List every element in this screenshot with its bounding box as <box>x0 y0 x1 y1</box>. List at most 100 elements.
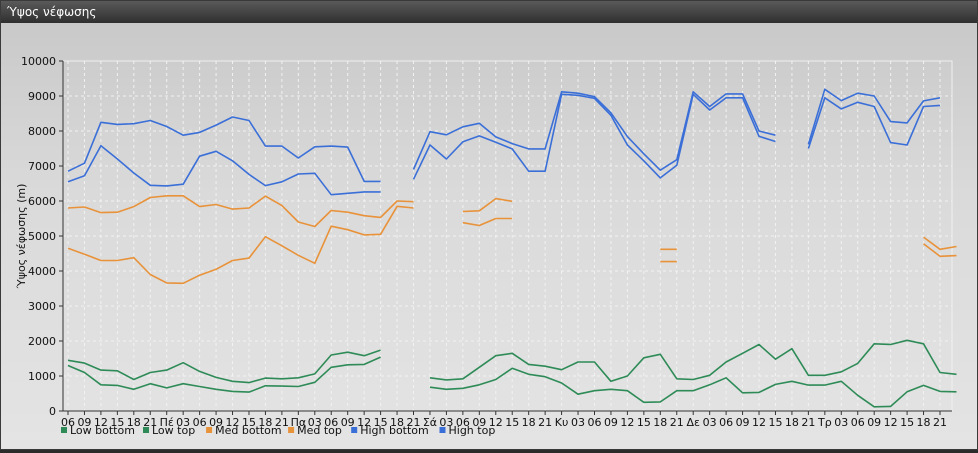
x-tick-label: 12 <box>226 416 240 429</box>
x-tick-label: Δε <box>686 416 700 429</box>
legend-swatch <box>143 427 149 433</box>
x-tick-label: 09 <box>604 416 618 429</box>
x-tick-label: 06 <box>851 416 865 429</box>
x-tick-label: 09 <box>736 416 750 429</box>
x-tick-label: 18 <box>653 416 667 429</box>
x-tick-label: Τρ <box>817 416 832 429</box>
x-tick-label: 15 <box>242 416 256 429</box>
x-tick-label: 12 <box>752 416 766 429</box>
y-tick-label: 10000 <box>21 55 56 68</box>
x-tick-label: 18 <box>917 416 931 429</box>
x-tick-label: 06 <box>587 416 601 429</box>
x-tick-label: 06 <box>456 416 470 429</box>
x-tick-label: 21 <box>143 416 157 429</box>
x-tick-label: 03 <box>703 416 717 429</box>
legend-swatch <box>439 427 446 433</box>
y-axis-label: Ύψος νέφωσης (m) <box>15 184 28 290</box>
legend-item-high-top[interactable]: High top <box>439 424 496 437</box>
x-tick-label: 12 <box>94 416 108 429</box>
x-tick-label: 06 <box>719 416 733 429</box>
window-title: Ύψος νέφωσης <box>7 5 97 19</box>
legend-item-med-bottom[interactable]: Med bottom <box>206 424 282 437</box>
x-tick-label: 21 <box>538 416 552 429</box>
legend-label: Med top <box>297 424 342 437</box>
series-line-high-bottom <box>412 93 776 180</box>
cloud-height-chart: 0 1000 2000 3000 4000 5000 6000 7000 8000 9000 100… <box>15 55 957 437</box>
series-line-high-top <box>412 91 776 171</box>
legend-swatch <box>288 427 295 433</box>
x-tick-label: 15 <box>900 416 914 429</box>
series-line-med-bottom <box>462 217 513 227</box>
x-tick-label: 21 <box>933 416 947 429</box>
y-tick-label: 9000 <box>28 90 56 103</box>
series-line-high-top <box>807 88 941 145</box>
x-tick-label: Κυ <box>555 416 569 429</box>
x-tick-label: 18 <box>522 416 536 429</box>
series-line-high-bottom <box>807 97 941 149</box>
series-line-high-bottom <box>67 144 381 196</box>
x-tick-label: 15 <box>768 416 782 429</box>
y-tick-label: 3000 <box>28 300 56 313</box>
x-tick-label: 03 <box>571 416 585 429</box>
legend-label: Med bottom <box>215 424 282 437</box>
x-tick-label: 18 <box>258 416 272 429</box>
y-tick-label: 5000 <box>28 230 56 243</box>
series-line-med-top <box>67 195 414 228</box>
x-tick-label: 09 <box>77 416 91 429</box>
legend-item-med-top[interactable]: Med top <box>288 424 342 437</box>
x-tick-label: 06 <box>61 416 75 429</box>
x-tick-label: 21 <box>670 416 684 429</box>
x-tick-label: 03 <box>439 416 453 429</box>
x-tick-label: 15 <box>505 416 519 429</box>
x-tick-label: 03 <box>176 416 190 429</box>
series-line-high-top <box>67 116 381 183</box>
legend-label: High bottom <box>360 424 429 437</box>
x-tick-label: 12 <box>489 416 503 429</box>
x-tick-label: 03 <box>834 416 848 429</box>
legend-swatch <box>61 427 67 433</box>
y-tick-label: 6000 <box>28 195 56 208</box>
legend-label: Low bottom <box>70 424 135 437</box>
series-line-med-top <box>462 197 513 213</box>
series-line-med-top <box>923 236 957 251</box>
legend-item-low-top[interactable]: Low top <box>143 424 195 437</box>
x-tick-label: 15 <box>110 416 124 429</box>
x-tick-label: Πέ <box>160 416 174 429</box>
x-tick-label: 06 <box>324 416 338 429</box>
x-tick-label: 09 <box>341 416 355 429</box>
y-tick-label: 4000 <box>28 265 56 278</box>
y-tick-label: 7000 <box>28 160 56 173</box>
x-tick-label: 06 <box>193 416 207 429</box>
series-line-low-bottom <box>429 367 957 408</box>
x-tick-label: 15 <box>374 416 388 429</box>
series-line-med-bottom <box>67 205 414 285</box>
x-tick-label: 09 <box>209 416 223 429</box>
plot-panel: 0 1000 2000 3000 4000 5000 6000 7000 8000 9000 100… <box>1 23 977 449</box>
x-tick-label: 21 <box>801 416 815 429</box>
x-tick-label: 12 <box>884 416 898 429</box>
x-tick-label: 03 <box>308 416 322 429</box>
x-tick-label: 09 <box>472 416 486 429</box>
title-bar: Ύψος νέφωσης <box>1 1 977 24</box>
x-tick-label: 09 <box>867 416 881 429</box>
legend-label: Low top <box>152 424 195 437</box>
y-tick-label: 0 <box>49 405 56 418</box>
series-line-low-bottom <box>67 356 381 393</box>
x-tick-label: Πα <box>291 416 307 429</box>
x-tick-label: 18 <box>785 416 799 429</box>
y-tick-label: 8000 <box>28 125 56 138</box>
x-tick-label: 12 <box>357 416 371 429</box>
x-tick-label: 15 <box>637 416 651 429</box>
y-tick-label: 1000 <box>28 370 56 383</box>
x-tick-label: 18 <box>390 416 404 429</box>
y-tick-label: 2000 <box>28 335 56 348</box>
series-line-low-top <box>67 349 381 384</box>
legend-item-low-bottom[interactable]: Low bottom <box>61 424 135 437</box>
x-tick-label: Σά <box>423 416 437 429</box>
series-line-low-top <box>429 339 957 383</box>
series-line-med-bottom <box>923 243 957 258</box>
legend-item-high-bottom[interactable]: High bottom <box>351 424 429 437</box>
x-tick-label: 21 <box>407 416 421 429</box>
legend-label: High top <box>449 424 496 437</box>
